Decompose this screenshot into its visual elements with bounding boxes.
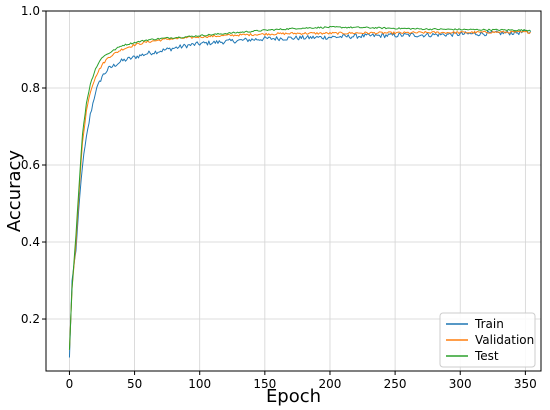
y-axis-label: Accuracy bbox=[4, 150, 25, 233]
x-tick-label: 0 bbox=[66, 377, 74, 391]
x-tick-label: 50 bbox=[127, 377, 142, 391]
series-line-train bbox=[68, 29, 532, 358]
x-axis-label: Epoch bbox=[266, 386, 321, 407]
y-tick-label: 0.4 bbox=[21, 235, 40, 249]
x-tick-label: 200 bbox=[319, 377, 342, 391]
plot-frame bbox=[45, 10, 542, 372]
x-tick-label: 350 bbox=[514, 377, 537, 391]
legend-label-validation: Validation bbox=[475, 333, 534, 347]
legend-label-test: Test bbox=[474, 349, 499, 363]
x-tick-label: 100 bbox=[188, 377, 211, 391]
x-tick-label: 250 bbox=[384, 377, 407, 391]
y-tick-label: 0.2 bbox=[21, 312, 40, 326]
x-tick-label: 300 bbox=[449, 377, 472, 391]
y-tick-label: 0.8 bbox=[21, 81, 40, 95]
series-line-validation bbox=[68, 30, 531, 350]
legend-box bbox=[439, 312, 536, 368]
series-line-test bbox=[68, 25, 531, 350]
legend-label-train: Train bbox=[474, 317, 504, 331]
series-lines bbox=[68, 25, 532, 358]
x-tick-label: 150 bbox=[253, 377, 276, 391]
axis-ticks: 0 50 100 150 200 250 300 350 0.2 0.4 0.6 0.8 1.0 bbox=[21, 4, 537, 391]
y-tick-label: 1.0 bbox=[21, 4, 40, 18]
legend: Train Validation Test bbox=[439, 312, 536, 368]
y-tick-label: 0.6 bbox=[21, 158, 40, 172]
